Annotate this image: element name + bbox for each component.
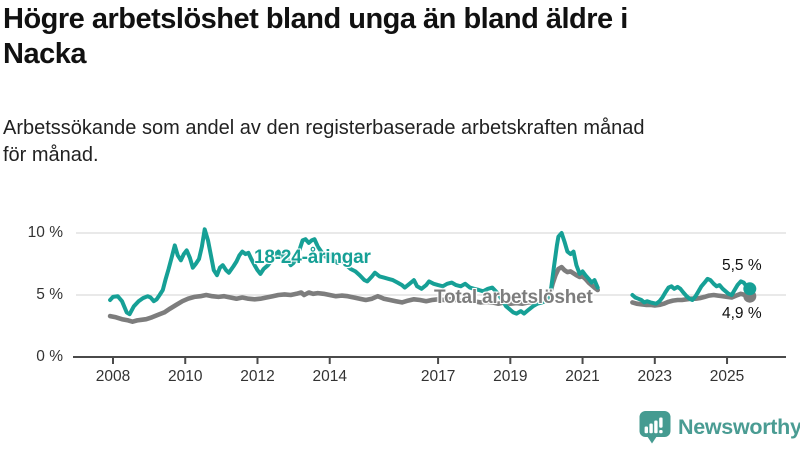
series-line-youth [630, 276, 752, 306]
end-value-label-total: 4,9 % [722, 305, 762, 322]
x-axis-label: 2017 [420, 368, 456, 385]
series-line-youth [108, 227, 600, 317]
series-label-youth: 18-24-åringar [254, 247, 371, 268]
newsworthy-bubble-chart-icon [639, 411, 671, 444]
y-axis-label: 5 % [36, 286, 63, 303]
x-axis-label: 2025 [709, 368, 745, 385]
y-axis-label: 10 % [27, 224, 63, 241]
y-axis-label: 0 % [36, 348, 63, 365]
newsworthy-wordmark: Newsworthy [678, 415, 800, 439]
series-label-total: Total arbetslöshet [434, 287, 593, 308]
chart-subtitle: Arbetssökande som andel av den registerb… [3, 117, 645, 166]
x-axis-label: 2012 [240, 368, 275, 385]
x-axis-label: 2014 [312, 368, 347, 385]
x-axis-label: 2023 [637, 368, 673, 385]
newsworthy-logo[interactable]: Newsworthy [639, 410, 800, 445]
x-axis-label: 2021 [565, 368, 600, 385]
chart-title: Högre arbetslöshet bland unga än bland ä… [3, 3, 628, 70]
x-axis-label: 2019 [493, 368, 528, 385]
end-value-label-youth: 5,5 % [722, 257, 762, 274]
x-axis-label: 2008 [95, 368, 131, 385]
x-axis-label: 2010 [167, 368, 203, 385]
series-end-dot-youth [743, 282, 757, 296]
